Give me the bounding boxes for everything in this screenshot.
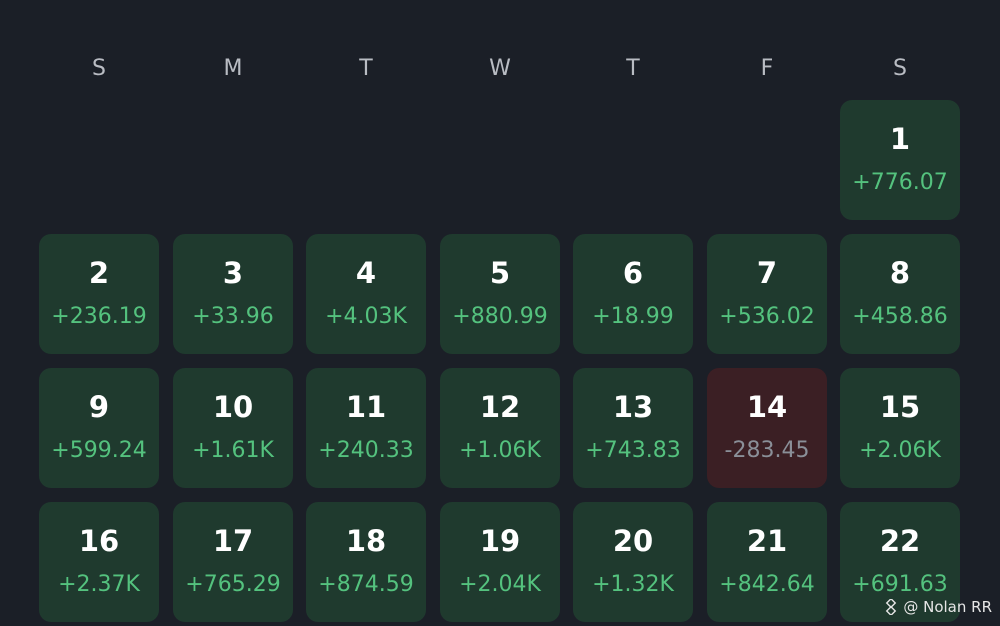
day-pnl: +599.24: [51, 438, 147, 463]
day-cell-13[interactable]: 13 +743.83: [573, 368, 693, 488]
day-number: 16: [78, 524, 120, 558]
day-cell-6[interactable]: 6 +18.99: [573, 234, 693, 354]
day-cell-12[interactable]: 12 +1.06K: [440, 368, 560, 488]
day-pnl: +691.63: [852, 572, 948, 597]
day-number: 8: [889, 256, 911, 290]
day-pnl: +765.29: [185, 572, 281, 597]
day-cell-3[interactable]: 3 +33.96: [173, 234, 293, 354]
day-number: 5: [489, 256, 511, 290]
day-pnl: +743.83: [585, 438, 681, 463]
day-number: 12: [479, 390, 521, 424]
day-pnl: +776.07: [852, 170, 948, 195]
day-number: 2: [88, 256, 110, 290]
weekday-thu: T: [626, 56, 640, 81]
watermark: @ Nolan RR: [883, 597, 992, 617]
day-number: 11: [345, 390, 387, 424]
day-number: 4: [355, 256, 377, 290]
day-pnl: +2.37K: [58, 572, 140, 597]
day-cell-19[interactable]: 19 +2.04K: [440, 502, 560, 622]
day-pnl: +18.99: [592, 304, 674, 329]
weekday-sun: S: [92, 56, 106, 81]
day-pnl: +2.04K: [459, 572, 541, 597]
day-cell-9[interactable]: 9 +599.24: [39, 368, 159, 488]
day-pnl: +240.33: [318, 438, 414, 463]
day-number: 17: [212, 524, 254, 558]
weekday-mon: M: [223, 56, 243, 81]
day-pnl: -283.45: [724, 438, 810, 463]
day-pnl: +1.32K: [592, 572, 674, 597]
day-cell-21[interactable]: 21 +842.64: [707, 502, 827, 622]
day-pnl: +236.19: [51, 304, 147, 329]
weekday-fri: F: [760, 56, 774, 81]
watermark-text: @ Nolan RR: [903, 598, 992, 616]
weekday-sat: S: [893, 56, 907, 81]
day-cell-8[interactable]: 8 +458.86: [840, 234, 960, 354]
day-cell-7[interactable]: 7 +536.02: [707, 234, 827, 354]
day-cell-11[interactable]: 11 +240.33: [306, 368, 426, 488]
day-cell-18[interactable]: 18 +874.59: [306, 502, 426, 622]
day-number: 13: [612, 390, 654, 424]
day-pnl: +842.64: [719, 572, 815, 597]
day-number: 21: [746, 524, 788, 558]
day-number: 6: [622, 256, 644, 290]
day-number: 15: [879, 390, 921, 424]
day-number: 7: [756, 256, 778, 290]
day-cell-4[interactable]: 4 +4.03K: [306, 234, 426, 354]
day-number: 22: [879, 524, 921, 558]
day-cell-5[interactable]: 5 +880.99: [440, 234, 560, 354]
day-number: 14: [746, 390, 788, 424]
day-number: 20: [612, 524, 654, 558]
day-number: 1: [889, 122, 911, 156]
day-pnl: +2.06K: [859, 438, 941, 463]
day-pnl: +33.96: [192, 304, 274, 329]
day-cell-2[interactable]: 2 +236.19: [39, 234, 159, 354]
day-pnl: +4.03K: [325, 304, 407, 329]
weekday-header: S M T W T F S: [0, 56, 1000, 86]
day-pnl: +536.02: [719, 304, 815, 329]
day-cell-10[interactable]: 10 +1.61K: [173, 368, 293, 488]
day-pnl: +880.99: [452, 304, 548, 329]
weekday-tue: T: [359, 56, 373, 81]
binance-square-icon: [883, 597, 899, 617]
day-number: 3: [222, 256, 244, 290]
day-pnl: +874.59: [318, 572, 414, 597]
day-pnl: +1.06K: [459, 438, 541, 463]
day-number: 18: [345, 524, 387, 558]
day-cell-14[interactable]: 14 -283.45: [707, 368, 827, 488]
day-cell-20[interactable]: 20 +1.32K: [573, 502, 693, 622]
day-pnl: +458.86: [852, 304, 948, 329]
day-cell-15[interactable]: 15 +2.06K: [840, 368, 960, 488]
day-pnl: +1.61K: [192, 438, 274, 463]
day-cell-1[interactable]: 1 +776.07: [840, 100, 960, 220]
weekday-wed: W: [489, 56, 511, 81]
day-cell-22[interactable]: 22 +691.63: [840, 502, 960, 622]
day-number: 10: [212, 390, 254, 424]
day-number: 9: [88, 390, 110, 424]
day-number: 19: [479, 524, 521, 558]
day-cell-16[interactable]: 16 +2.37K: [39, 502, 159, 622]
day-cell-17[interactable]: 17 +765.29: [173, 502, 293, 622]
